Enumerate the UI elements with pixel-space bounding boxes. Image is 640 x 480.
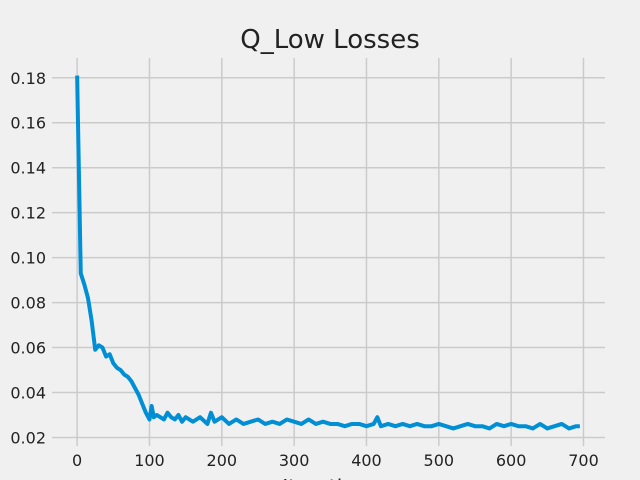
y-tick-label: 0.06 (10, 339, 46, 358)
y-tick-label: 0.04 (10, 383, 46, 402)
y-tick-label: 0.02 (10, 428, 46, 447)
x-tick-label: 400 (351, 451, 382, 470)
x-tick-label: 600 (496, 451, 527, 470)
y-tick-label: 0.08 (10, 294, 46, 313)
y-tick-label: 0.14 (10, 159, 46, 178)
y-tick-label: 0.18 (10, 69, 46, 88)
x-tick-label: 500 (424, 451, 455, 470)
y-tick-label: 0.10 (10, 249, 46, 268)
y-tick-label: 0.16 (10, 114, 46, 133)
x-tick-label: 700 (568, 451, 599, 470)
y-tick-label: 0.12 (10, 204, 46, 223)
x-tick-label: 200 (207, 451, 238, 470)
x-tick-label: 100 (134, 451, 165, 470)
x-tick-label: 0 (72, 451, 82, 470)
chart-title: Q_Low Losses (240, 25, 420, 55)
x-tick-label: 300 (279, 451, 310, 470)
x-axis-label: Iterations (282, 475, 377, 480)
line-series (75, 75, 580, 431)
